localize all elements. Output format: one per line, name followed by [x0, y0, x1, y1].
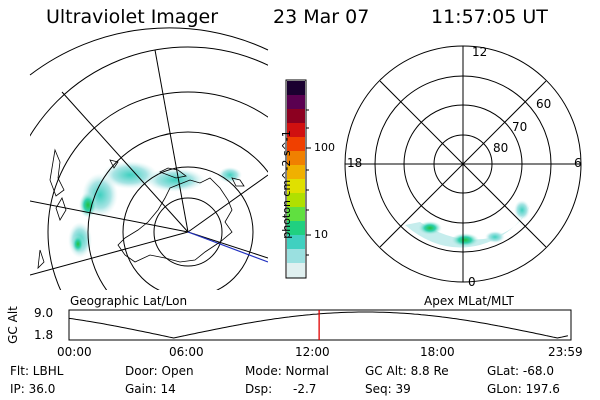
image-title: Ultraviolet Imager	[46, 6, 219, 28]
mode-info: Mode: Normal	[245, 364, 329, 378]
ip-info: IP: 36.0	[10, 382, 56, 396]
mlat-label-80: 80	[493, 141, 509, 155]
geographic-panel-label: Geographic Lat/Lon	[70, 294, 188, 308]
dsp-info-value: -2.7	[293, 382, 317, 396]
mlt-label-6: 6	[574, 156, 582, 170]
observation-date: 23 Mar 07	[273, 6, 370, 28]
door-info: Door: Open	[125, 364, 194, 378]
colorbar-unit-label: photon cm^-2 s^-1	[279, 130, 293, 239]
seq-info: Seq: 39	[365, 382, 411, 396]
map-boundary	[29, 27, 269, 76]
observation-time: 11:57:05 UT	[431, 6, 548, 28]
colorbar	[285, 79, 311, 279]
colorbar-band	[287, 165, 305, 180]
mlt-label-12: 12	[472, 45, 488, 59]
colorbar-band	[287, 193, 305, 208]
colorbar-tick-10: 10	[314, 228, 328, 241]
geographic-map	[30, 46, 268, 290]
coastlines	[37, 148, 245, 270]
altitude-axis-label: GC Alt	[5, 306, 20, 344]
colorbar-band	[287, 137, 305, 152]
dsp-info-label: Dsp:	[245, 382, 273, 396]
colorbar-band	[287, 221, 305, 236]
gain-info: Gain: 14	[125, 382, 176, 396]
time-tick-2359: 23:59	[548, 345, 583, 359]
gc-alt-info: GC Alt: 8.8 Re	[365, 364, 449, 378]
mlat-label-60: 60	[536, 97, 552, 111]
colorbar-band	[287, 81, 305, 96]
altitude-plot	[68, 309, 572, 341]
filter-info: Flt: LBHL	[10, 364, 64, 378]
mlt-label-0: 0	[468, 275, 476, 289]
time-tick-0600: 06:00	[169, 345, 204, 359]
glat-info: GLat: -68.0	[487, 364, 554, 378]
colorbar-band	[287, 263, 305, 278]
colorbar-tick-100: 100	[314, 141, 335, 154]
colorbar-band	[287, 95, 305, 110]
glon-info: GLon: 197.6	[487, 382, 560, 396]
colorbar-band	[287, 235, 305, 250]
altitude-ytick-9: 9.0	[34, 306, 54, 320]
colorbar-band	[287, 123, 305, 138]
colorbar-band	[287, 249, 305, 264]
mlat-label-70: 70	[512, 120, 528, 134]
colorbar-band	[287, 179, 305, 194]
meridian-lines	[30, 49, 268, 276]
altitude-ytick-1-8: 1.8	[34, 328, 54, 342]
latitude-circles	[30, 46, 268, 290]
time-tick-1800: 18:00	[420, 345, 455, 359]
time-tick-1200: 12:00	[295, 345, 330, 359]
polar-mlat-mlt-plot	[344, 45, 582, 283]
time-tick-0000: 00:00	[57, 345, 92, 359]
aurora-emission-magnetic	[405, 200, 530, 248]
mlt-label-18: 18	[347, 156, 363, 170]
colorbar-band	[287, 109, 305, 124]
magnetic-panel-label: Apex MLat/MLT	[424, 294, 514, 308]
colorbar-band	[287, 207, 305, 222]
colorbar-band	[287, 151, 305, 166]
